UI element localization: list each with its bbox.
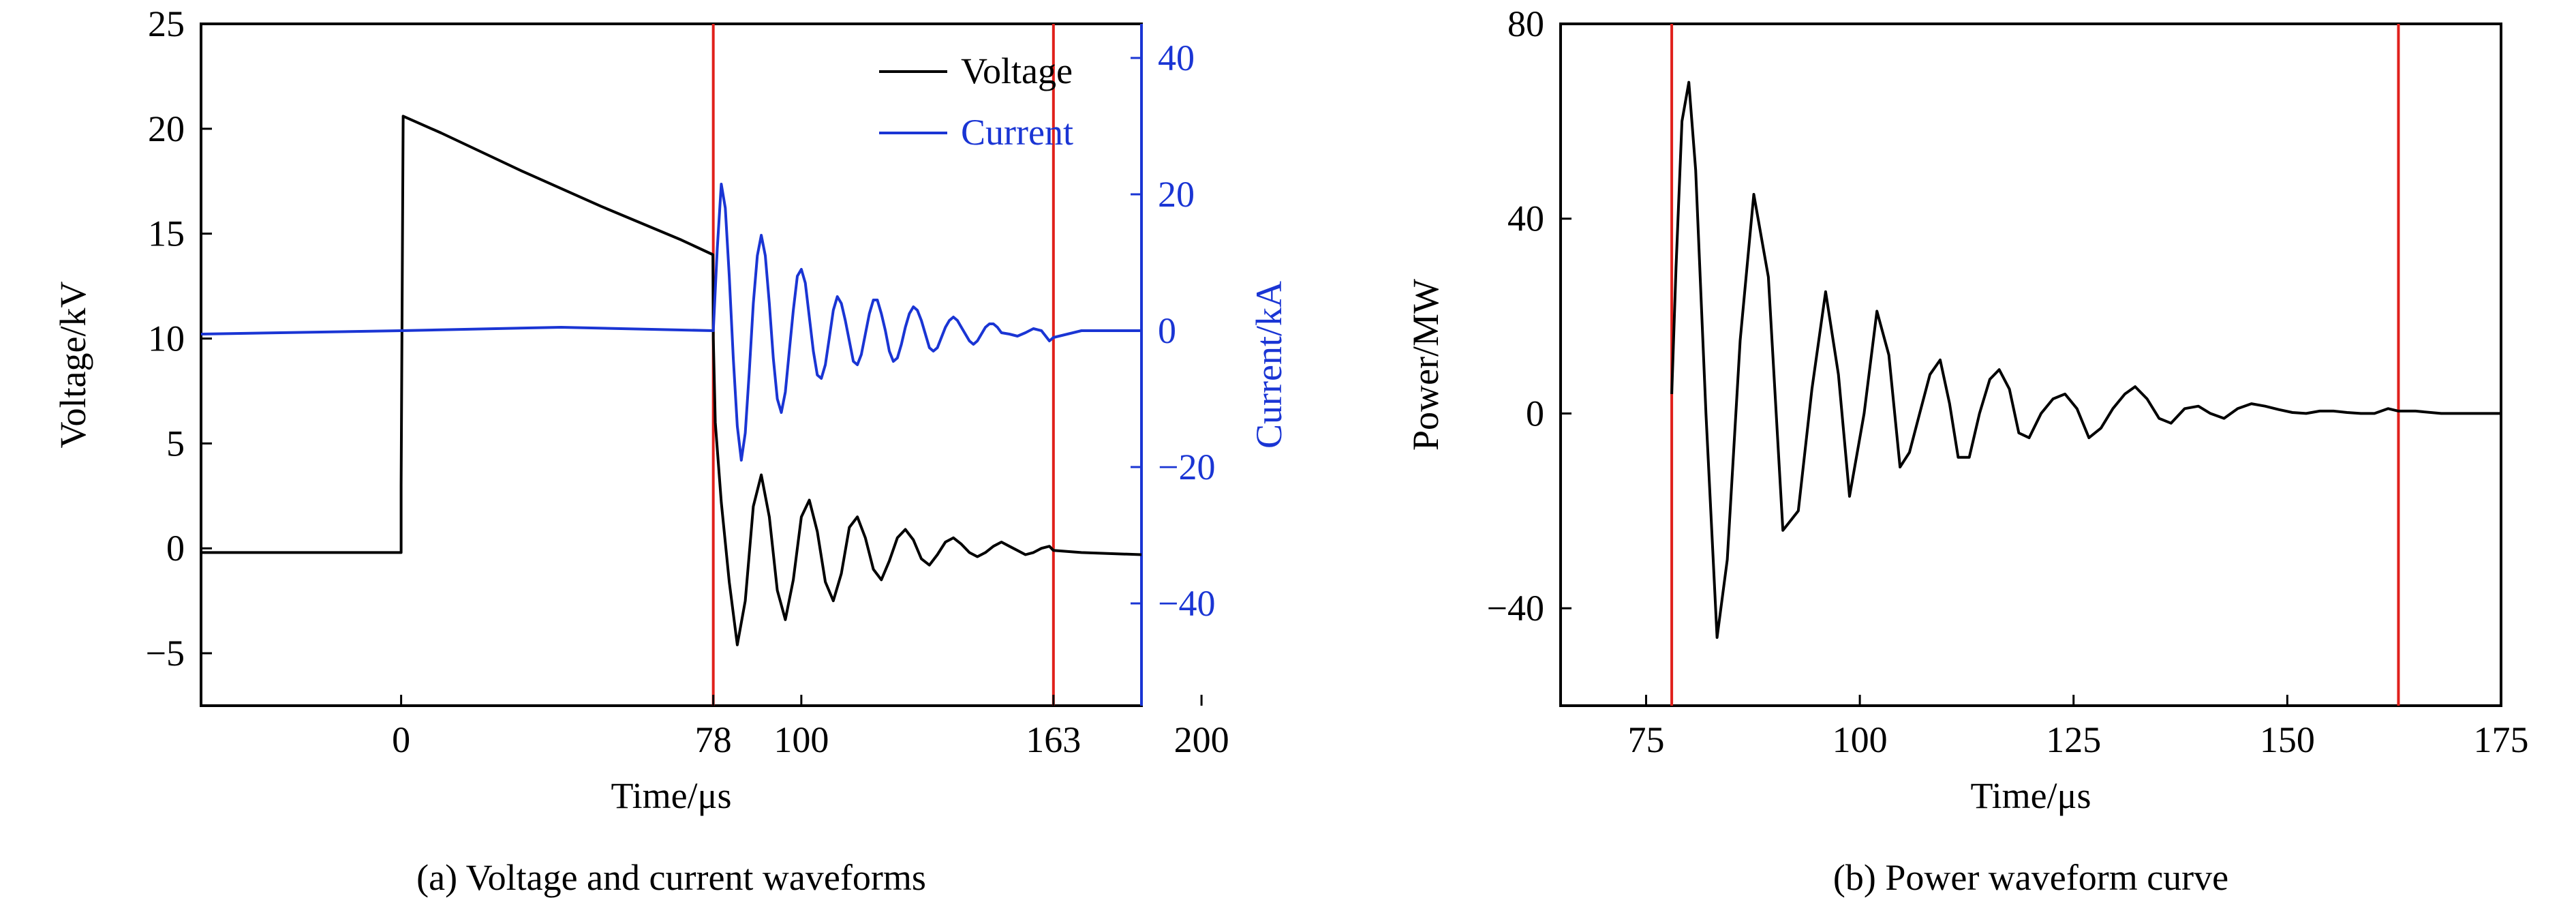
panel-b-series <box>1670 80 2501 639</box>
panel-b-y-axis-label: Power/MW <box>1405 279 1446 451</box>
right-y-tick-label: −20 <box>1158 447 1215 487</box>
x-tick-label: 100 <box>773 719 829 760</box>
panel-b-time-markers <box>1670 24 2400 706</box>
x-tick-label: 163 <box>1026 719 1081 760</box>
y-tick-label: 80 <box>1507 3 1544 44</box>
x-tick-label: 150 <box>2260 719 2315 760</box>
panel-b-caption: (b) Power waveform curve <box>1833 857 2228 898</box>
panel-b-ticks: 75 100 125 150 175 −40 0 40 80 <box>1487 3 2529 760</box>
y-tick-label: 5 <box>166 423 185 464</box>
right-y-tick-label: 40 <box>1158 38 1195 78</box>
panel-b-plot-frame <box>1559 22 2502 707</box>
current-series-line <box>200 183 1141 462</box>
x-tick-label: 75 <box>1627 719 1664 760</box>
y-tick-label: 15 <box>148 213 185 254</box>
y-tick-label: 20 <box>148 108 185 149</box>
y-tick-label: 25 <box>148 3 185 44</box>
right-y-tick-label: 20 <box>1158 174 1195 215</box>
panel-a-ticks: 0 78 100 163 200 −5 0 5 10 15 20 25 −40 −20 0 20 40 <box>146 3 1229 760</box>
y-tick-label: 0 <box>1526 393 1544 434</box>
x-tick-label: 125 <box>2046 719 2101 760</box>
y-tick-label: 40 <box>1507 198 1544 239</box>
right-y-tick-label: 0 <box>1158 310 1176 351</box>
power-series-line <box>1670 80 2501 639</box>
panel-b-x-axis-label: Time/μs <box>1970 775 2091 816</box>
x-tick-label: 175 <box>2474 719 2529 760</box>
y-tick-label: 0 <box>166 528 185 569</box>
right-y-tick-label: −40 <box>1158 583 1215 624</box>
y-tick-label: −40 <box>1487 588 1544 629</box>
panel-a-caption: (a) Voltage and current waveforms <box>416 857 926 898</box>
voltage-series-line <box>201 115 1142 646</box>
y-tick-label: 10 <box>148 318 185 359</box>
x-tick-label: 78 <box>695 719 732 760</box>
panel-a-series <box>200 115 1142 646</box>
x-tick-label: 200 <box>1174 719 1229 760</box>
panel-a-x-axis-label: Time/μs <box>611 775 731 816</box>
legend-current-label: Current <box>961 112 1073 153</box>
legend-voltage-label: Voltage <box>961 50 1073 91</box>
panel-a-y-axis-label: Voltage/kV <box>52 282 93 449</box>
panel-a-right-y-axis-label: Current/kA <box>1248 281 1289 449</box>
panel-a-legend: Voltage Current <box>879 50 1073 153</box>
panel-a-voltage-current-chart: 0 78 100 163 200 −5 0 5 10 15 20 25 −40 −20 0 20 40 Time… <box>52 3 1289 898</box>
y-tick-label: −5 <box>146 633 185 674</box>
x-tick-label: 100 <box>1833 719 1888 760</box>
x-tick-label: 0 <box>392 719 410 760</box>
